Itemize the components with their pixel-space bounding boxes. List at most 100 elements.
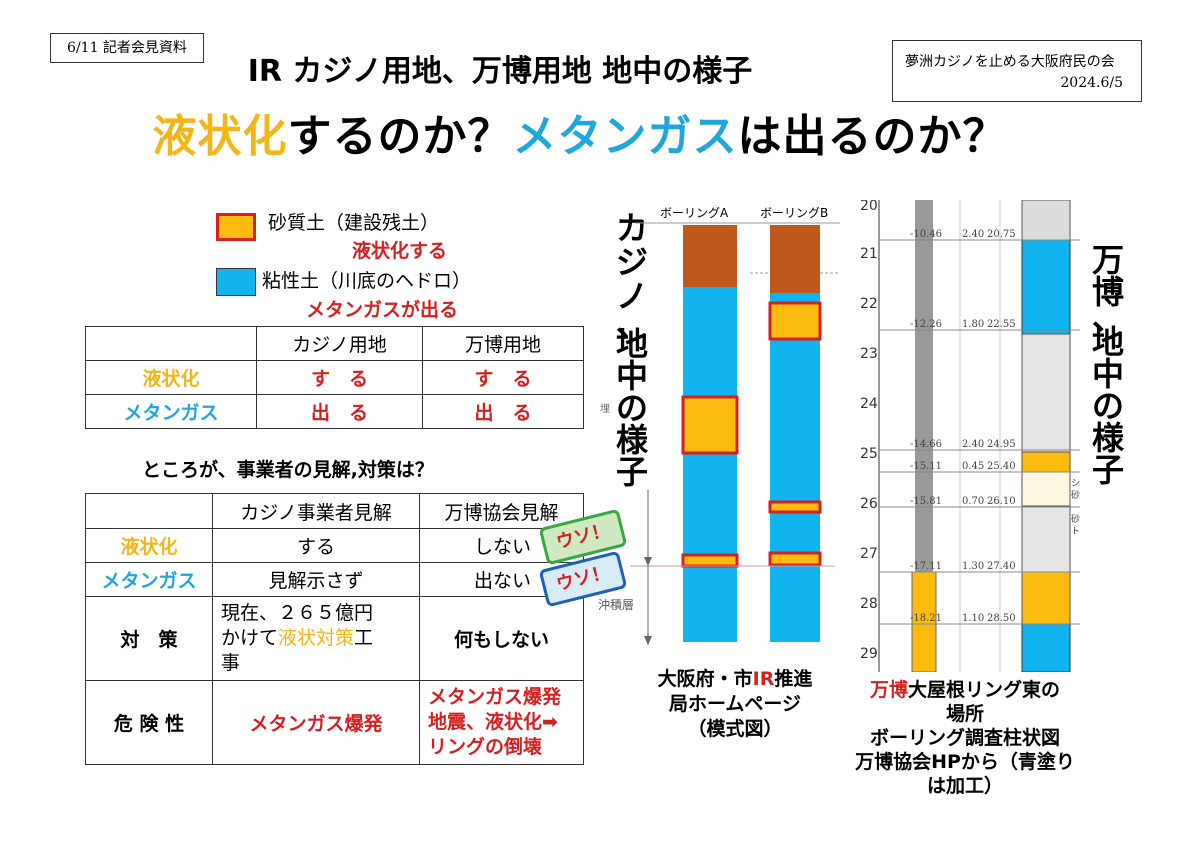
expo-cap-l5: は加工） [926,775,1003,797]
boring-b-sand [768,500,822,514]
casino-title-char: ジ [615,243,648,281]
stance-table: カジノ事業者見解 万博協会見解 液状化 する しない メタンガス 見解示さず 出… [85,493,584,765]
t2-row-label: 液状化 [85,528,213,563]
depth-value: 20.75 [987,229,1016,240]
casino-title-char: カ [615,209,648,247]
doc-date: 2024.6/5 [1060,75,1123,91]
arrow-head [644,557,652,566]
alluvium-label: 沖積層 [598,597,634,612]
elevation-bar [915,200,933,572]
casino-title-char: 子 [615,453,648,491]
measures-line3: 事 [221,652,241,674]
risk-line2: 地震、液状化➡ [428,711,558,733]
legend-sand-effect: 液状化する [352,240,448,262]
boring-b-sand [768,301,822,341]
elev-value: -18.21 [910,613,942,624]
expo-cap-l2: 場所 [945,703,984,725]
legend-clay-effect: メタンガスが出る [306,299,459,321]
risk-line1: メタンガス爆発 [428,686,562,708]
headline-methane: メタンガス [512,111,738,162]
summary-table: カジノ用地 万博用地 液状化 す る す る メタンガス 出 る 出 る [85,326,584,429]
casino-title-char: 様 [615,421,648,459]
thick-value: 1.10 [962,613,984,624]
org-name: 夢洲カジノを止める大阪府民の会 [905,54,1115,70]
headline: 液状化するのか？メタンガスは出るのか？ [150,100,1010,164]
depth-value: 26.10 [987,496,1016,507]
thick-value: 1.80 [962,319,984,330]
soil-mark: 砂 [1071,513,1080,525]
depth-tick: 24 [860,396,878,412]
depth-value: 24.95 [987,439,1016,450]
clay-swatch [216,268,256,296]
elev-value: -12.26 [910,319,942,330]
thick-value: 0.70 [962,496,984,507]
soil-clay-grey [1021,333,1071,453]
t2-cell: する [212,528,420,563]
cap-l2: 局ホームページ [668,693,802,715]
t1-corner [85,326,257,361]
legend-clay-label: 粘性土（川底のヘドロ） [262,270,472,292]
cap-l3: （模式図） [687,718,783,740]
expo-cap-highlight: 万博 [869,679,908,701]
t1-row-label: 液状化 [85,360,257,395]
elev-value: -15.11 [910,461,942,472]
depth-tick: 25 [860,446,878,462]
depth-tick: 21 [860,246,878,262]
t2-row-label: 危 険 性 [85,680,213,765]
elev-value: -10.46 [910,229,942,240]
headline-q1: するのか？ [287,111,513,162]
depth-tick: 22 [860,296,878,312]
measures-highlight: 液状対策 [278,627,355,649]
thick-value: 2.40 [962,229,984,240]
boring-b-clay [770,293,820,642]
question-text: ところが、事業者の見解,対策は？ [142,459,434,481]
page-title: IR カジノ用地、万博用地 地中の様子 [247,54,753,89]
thick-value: 2.40 [962,439,984,450]
t2-measures-cell: 現在、２６５億円 かけて液状対策工事 [212,596,420,681]
t1-header-casino: カジノ用地 [256,326,423,361]
t1-cell: 出 る [256,394,423,429]
boring-b-fill-layer [770,225,820,293]
expo-title-char: 博 [1091,273,1124,311]
t2-header-casino: カジノ事業者見解 [212,493,420,529]
t1-cell: す る [422,360,584,395]
expo-title-char: 地 [1091,323,1124,361]
expo-title-char: 万 [1091,241,1124,279]
t2-cell: 何もしない [419,596,584,681]
t2-risk-cell: メタンガス爆発 地震、液状化➡ リングの倒壊 [419,680,584,765]
casino-title-char: ノ [615,277,648,315]
headline-q2: は出るのか？ [737,111,1008,162]
depth-tick: 29 [860,646,878,662]
casino-title-char: 地 [615,325,648,363]
expo-title-char: 様 [1091,419,1124,457]
depth-value: 25.40 [987,461,1016,472]
depth-tick: 20 [860,200,878,214]
depth-tick: 27 [860,546,878,562]
soil-mark: 砂 [1071,489,1080,501]
expo-title-char: の [1091,387,1124,425]
expo-cap-l4: 万博協会HPから（青塗り [855,751,1075,773]
thick-value: 1.30 [962,561,984,572]
elev-value: -14.66 [910,439,942,450]
t2-row-label: 対 策 [85,596,213,681]
soil-silt [1021,200,1071,241]
casino-caption: 大阪府・市IR推進 局ホームページ （模式図） [640,667,830,742]
cap-ir: IR [752,668,775,690]
elev-value: -17.11 [910,561,942,572]
soil-sand [1021,571,1071,625]
arrow-head [644,636,652,645]
measures-line2b: 工 [354,627,374,649]
depth-value: 22.55 [987,319,1016,330]
soil-mark: シ [1071,479,1080,489]
t2-row-label: メタンガス [85,562,213,597]
soil-clay-blue [1021,623,1071,672]
measures-line2a: かけて [221,627,279,649]
t2-cell: メタンガス爆発 [212,680,420,765]
expo-title-char: 中 [1091,355,1124,393]
expo-title-char: 子 [1091,451,1124,489]
expo-title-char: 、 [1091,299,1124,337]
t1-cell: す る [256,360,423,395]
t2-cell: 見解示さず [212,562,420,597]
sand-swatch [216,213,256,241]
boring-b-label: ボーリングB [760,206,828,220]
